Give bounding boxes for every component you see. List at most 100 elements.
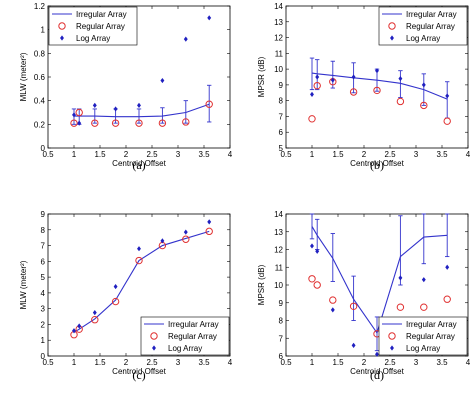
- x-tick-label: 2.5: [384, 358, 396, 367]
- legend-entry: Log Array: [406, 344, 440, 353]
- y-tick-label: 6: [41, 257, 46, 266]
- data-point-diamond: [310, 243, 314, 249]
- data-point-diamond: [445, 93, 450, 99]
- chart-d: 0.5 1 1.5 2 2.5 3 3.5 4 6 7 8 9 10 11 12 13 14 Centroid O…: [257, 210, 471, 382]
- data-point-diamond: [351, 74, 356, 80]
- data-point-circle: [420, 303, 428, 311]
- legend-entry: Regular Array: [168, 332, 217, 341]
- data-point-diamond: [330, 77, 335, 83]
- panel-label: (b): [370, 158, 384, 172]
- data-point-diamond: [445, 264, 450, 270]
- data-point-diamond: [351, 342, 356, 348]
- legend-circle-swatch: [150, 332, 158, 340]
- data-point-diamond: [310, 91, 314, 97]
- x-tick-label: 3: [414, 358, 419, 367]
- legend: Irregular Array Regular Array Log Array: [48, 6, 138, 46]
- legend: Irregular Array Regular Array Log Array: [140, 316, 230, 356]
- x-tick-label: 0.5: [42, 150, 54, 159]
- x-tick-label: 3.5: [198, 150, 210, 159]
- series-line: [311, 72, 448, 100]
- data-point-circle: [111, 297, 120, 306]
- data-point-circle: [313, 81, 321, 90]
- data-point-circle: [308, 115, 316, 123]
- y-tick-label: 0.2: [34, 120, 46, 129]
- series-diamond: [72, 15, 212, 126]
- data-point-circle: [91, 119, 99, 127]
- y-tick-label: 5: [279, 144, 284, 153]
- x-axis-label: Centroid Offset: [350, 367, 404, 376]
- x-tick-label: 3.5: [436, 358, 448, 367]
- series-diamond: [310, 243, 450, 357]
- series-diamond: [72, 219, 212, 334]
- y-tick-label: 10: [274, 281, 283, 290]
- legend-entry: Regular Array: [406, 332, 455, 341]
- data-point-circle: [420, 101, 428, 110]
- legend-entry: Log Array: [406, 34, 440, 43]
- data-point-circle: [135, 256, 143, 265]
- legend-entry: Regular Array: [76, 22, 125, 31]
- y-tick-label: 6: [279, 352, 284, 361]
- y-tick-label: 7: [279, 112, 284, 121]
- y-axis-label: MPSR (dB): [257, 56, 266, 97]
- data-point-circle: [158, 119, 167, 127]
- legend-box: [48, 6, 138, 46]
- data-point-diamond: [92, 310, 97, 316]
- data-point-diamond: [315, 248, 320, 254]
- x-tick-label: 3: [176, 150, 181, 159]
- y-tick-label: 8: [279, 97, 284, 106]
- series-line: [74, 103, 210, 118]
- x-tick-label: 3: [176, 358, 181, 367]
- data-point-diamond: [160, 77, 165, 84]
- x-tick-label: 2: [362, 358, 367, 367]
- x-tick-label: 4: [466, 358, 471, 367]
- data-point-circle: [396, 97, 405, 106]
- series-circle: [70, 227, 213, 339]
- data-point-diamond: [113, 283, 118, 290]
- y-tick-label: 9: [41, 210, 46, 219]
- legend-box: [378, 6, 468, 46]
- data-point-diamond: [330, 307, 335, 313]
- x-tick-label: 0.5: [280, 358, 292, 367]
- y-tick-label: 0.4: [34, 97, 46, 106]
- y-tick-label: 0.8: [34, 49, 46, 58]
- legend-entry: Irregular Array: [76, 10, 127, 19]
- y-tick-label: 12: [274, 246, 283, 255]
- x-tick-label: 1: [310, 358, 315, 367]
- y-tick-label: 8: [41, 226, 46, 235]
- legend-entry: Irregular Array: [406, 320, 457, 329]
- y-tick-label: 0: [41, 144, 46, 153]
- x-tick-label: 0.5: [42, 358, 54, 367]
- x-tick-label: 3: [414, 150, 419, 159]
- series-circle: [70, 100, 213, 127]
- data-point-circle: [349, 88, 358, 96]
- data-point-circle: [443, 117, 451, 125]
- data-point-circle: [182, 235, 190, 243]
- y-tick-label: 7: [279, 334, 284, 343]
- legend-diamond-swatch: [390, 345, 394, 351]
- panel-label: (a): [132, 158, 145, 172]
- x-tick-label: 1.5: [94, 358, 106, 367]
- x-tick-label: 2.5: [146, 358, 158, 367]
- x-tick-label: 1.5: [332, 150, 344, 159]
- data-point-diamond: [77, 323, 82, 329]
- x-tick-label: 2.5: [384, 150, 396, 159]
- data-point-diamond: [375, 68, 379, 74]
- series-diamond: [310, 68, 450, 99]
- data-point-circle: [329, 296, 337, 304]
- y-tick-label: 14: [274, 2, 283, 11]
- y-tick-label: 1.2: [34, 2, 46, 11]
- x-tick-label: 4: [228, 150, 233, 159]
- data-point-diamond: [113, 106, 118, 112]
- y-axis-label: MPSR (dB): [257, 264, 266, 305]
- y-tick-label: 3: [41, 305, 46, 314]
- x-axis-label: Centroid Offset: [350, 159, 404, 168]
- data-point-circle: [443, 295, 451, 303]
- data-point-diamond: [421, 277, 426, 283]
- data-point-diamond: [398, 75, 403, 82]
- y-tick-label: 14: [274, 210, 283, 219]
- data-point-circle: [135, 119, 143, 127]
- data-point-diamond: [207, 219, 212, 225]
- x-tick-label: 2.5: [146, 150, 158, 159]
- data-point-circle: [396, 303, 405, 311]
